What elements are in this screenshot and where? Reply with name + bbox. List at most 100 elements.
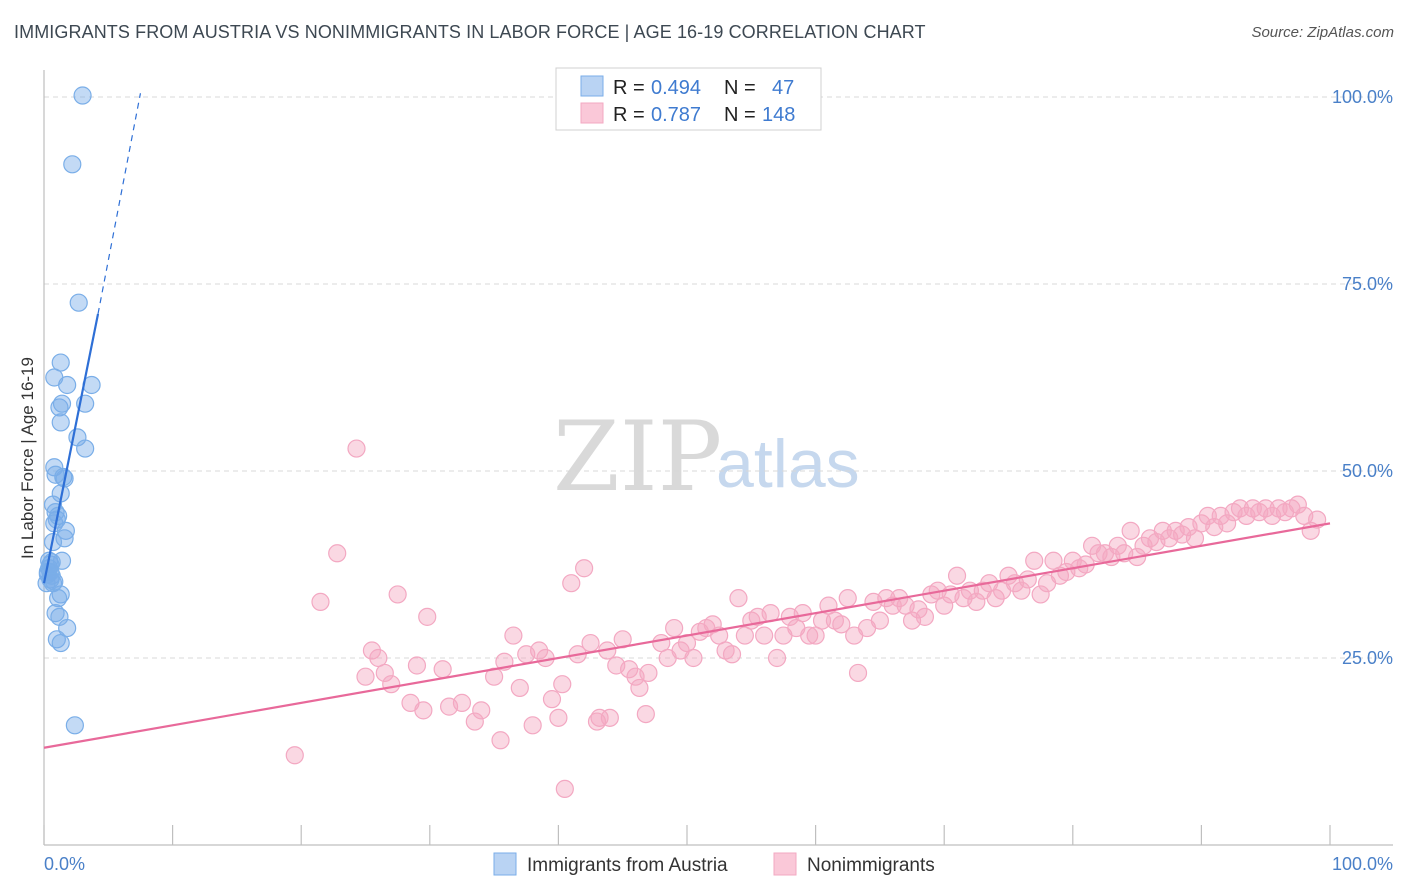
nonimmigrants-point[interactable] bbox=[465, 712, 484, 731]
austria-point[interactable] bbox=[56, 521, 75, 540]
austria-point[interactable] bbox=[49, 589, 68, 608]
nonimmigrants-point[interactable] bbox=[832, 615, 851, 634]
nonimmigrants-point[interactable] bbox=[369, 648, 388, 668]
nonimmigrants-point[interactable] bbox=[806, 626, 825, 645]
austria-point[interactable] bbox=[51, 413, 70, 432]
nonimmigrants-point[interactable] bbox=[870, 611, 890, 630]
nonimmigrants-point[interactable] bbox=[452, 693, 472, 712]
nonimmigrants-point[interactable] bbox=[328, 544, 347, 563]
nonimmigrants-point[interactable] bbox=[767, 648, 787, 668]
nonimmigrants-point[interactable] bbox=[636, 704, 655, 724]
nonimmigrants-point[interactable] bbox=[414, 701, 433, 720]
nonimmigrants-point[interactable] bbox=[362, 641, 382, 660]
nonimmigrants-point[interactable] bbox=[356, 667, 375, 686]
nonimmigrants-point[interactable] bbox=[536, 648, 555, 668]
nonimmigrants-point[interactable] bbox=[1044, 551, 1063, 570]
austria-point[interactable] bbox=[55, 529, 74, 548]
nonimmigrants-point[interactable] bbox=[735, 626, 754, 645]
nonimmigrants-point[interactable] bbox=[665, 618, 684, 638]
nonimmigrants-point[interactable] bbox=[915, 607, 935, 626]
nonimmigrants-point[interactable] bbox=[1218, 514, 1237, 533]
nonimmigrants-point[interactable] bbox=[639, 663, 658, 683]
nonimmigrants-point[interactable] bbox=[1198, 506, 1217, 525]
chart-title: IMMIGRANTS FROM AUSTRIA VS NONIMMIGRANTS… bbox=[14, 22, 926, 42]
nonimmigrants-point[interactable] bbox=[555, 779, 574, 799]
nonimmigrants-point[interactable] bbox=[549, 708, 568, 727]
bottom-legend-label-nonimmigrants[interactable]: Nonimmigrants bbox=[807, 855, 935, 876]
austria-point[interactable] bbox=[51, 353, 70, 372]
legend-n-label-austria: N = bbox=[724, 77, 756, 99]
nonimmigrants-point[interactable] bbox=[848, 663, 868, 683]
nonimmigrants-point[interactable] bbox=[1153, 521, 1172, 540]
nonimmigrants-point[interactable] bbox=[504, 626, 523, 645]
austria-point[interactable] bbox=[45, 368, 64, 387]
nonimmigrants-point[interactable] bbox=[375, 663, 394, 683]
nonimmigrants-point[interactable] bbox=[909, 600, 928, 619]
nonimmigrants-point[interactable] bbox=[491, 731, 510, 750]
nonimmigrants-point[interactable] bbox=[1018, 570, 1037, 589]
nonimmigrants-point[interactable] bbox=[1025, 551, 1044, 570]
nonimmigrants-point[interactable] bbox=[553, 675, 572, 694]
nonimmigrants-point[interactable] bbox=[684, 648, 703, 668]
nonimmigrants-point[interactable] bbox=[562, 574, 581, 593]
nonimmigrants-point[interactable] bbox=[793, 604, 812, 623]
legend-n-label-nonimmigrants: N = bbox=[724, 104, 756, 126]
x-tick-label-0: 0.0% bbox=[44, 854, 85, 874]
legend-box: R = 0.494 N = 47 R = 0.787 N = 148 bbox=[555, 67, 822, 131]
nonimmigrants-point[interactable] bbox=[433, 660, 452, 679]
nonimmigrants-point[interactable] bbox=[530, 641, 549, 660]
gridlines bbox=[44, 96, 1393, 659]
austria-point[interactable] bbox=[63, 155, 82, 174]
nonimmigrants-point[interactable] bbox=[722, 645, 742, 664]
austria-point[interactable] bbox=[76, 439, 95, 458]
nonimmigrants-point[interactable] bbox=[1031, 585, 1050, 604]
nonimmigrants-point[interactable] bbox=[630, 678, 649, 698]
nonimmigrants-point[interactable] bbox=[729, 589, 748, 608]
nonimmigrants-point[interactable] bbox=[935, 596, 954, 615]
nonimmigrants-point[interactable] bbox=[947, 566, 967, 585]
austria-point[interactable] bbox=[65, 716, 84, 735]
nonimmigrants-point[interactable] bbox=[510, 678, 529, 698]
bottom-legend-label-austria[interactable]: Immigrants from Austria bbox=[527, 855, 728, 876]
legend-swatch-austria bbox=[580, 75, 604, 97]
nonimmigrants-point[interactable] bbox=[542, 690, 562, 709]
nonimmigrants-point[interactable] bbox=[388, 585, 407, 604]
nonimmigrants-point[interactable] bbox=[382, 675, 401, 694]
nonimmigrants-point[interactable] bbox=[407, 656, 427, 675]
x-axis-ticks bbox=[43, 825, 1331, 845]
austria-point[interactable] bbox=[52, 394, 72, 413]
nonimmigrants-point[interactable] bbox=[311, 592, 330, 612]
y-tick-label-25: 25.0% bbox=[1342, 648, 1393, 668]
austria-point[interactable] bbox=[43, 495, 63, 514]
austria-point[interactable] bbox=[69, 293, 88, 312]
austria-point[interactable] bbox=[51, 633, 70, 653]
nonimmigrants-point[interactable] bbox=[600, 708, 619, 727]
nonimmigrants-point[interactable] bbox=[1288, 495, 1307, 514]
nonimmigrants-point[interactable] bbox=[967, 592, 986, 612]
nonimmigrants-point[interactable] bbox=[800, 626, 819, 645]
nonimmigrants-point[interactable] bbox=[1230, 499, 1250, 518]
nonimmigrants-point[interactable] bbox=[347, 439, 366, 458]
nonimmigrants-point[interactable] bbox=[1012, 581, 1031, 600]
legend-r-value-austria: 0.494 bbox=[651, 77, 701, 99]
nonimmigrants-point[interactable] bbox=[755, 626, 774, 645]
austria-point[interactable] bbox=[73, 86, 92, 105]
nonimmigrants-point[interactable] bbox=[838, 589, 857, 608]
nonimmigrants-point[interactable] bbox=[285, 746, 304, 765]
legend-swatch-nonimmigrants bbox=[580, 102, 604, 124]
nonimmigrants-point[interactable] bbox=[703, 615, 722, 634]
nonimmigrants-point[interactable] bbox=[472, 701, 491, 720]
nonimmigrants-point[interactable] bbox=[418, 607, 437, 626]
nonimmigrants-point[interactable] bbox=[590, 708, 609, 727]
nonimmigrants-point[interactable] bbox=[581, 633, 600, 653]
nonimmigrants-point[interactable] bbox=[1121, 521, 1140, 540]
nonimmigrants-point[interactable] bbox=[1108, 536, 1127, 555]
austria-point[interactable] bbox=[45, 572, 64, 591]
nonimmigrants-point[interactable] bbox=[1256, 499, 1275, 518]
nonimmigrants-point[interactable] bbox=[986, 589, 1005, 608]
nonimmigrants-point[interactable] bbox=[575, 559, 594, 578]
nonimmigrants-point[interactable] bbox=[620, 660, 639, 679]
nonimmigrants-point[interactable] bbox=[523, 716, 542, 735]
austria-point[interactable] bbox=[58, 618, 77, 638]
source-credit[interactable]: Source: ZipAtlas.com bbox=[1251, 24, 1394, 41]
